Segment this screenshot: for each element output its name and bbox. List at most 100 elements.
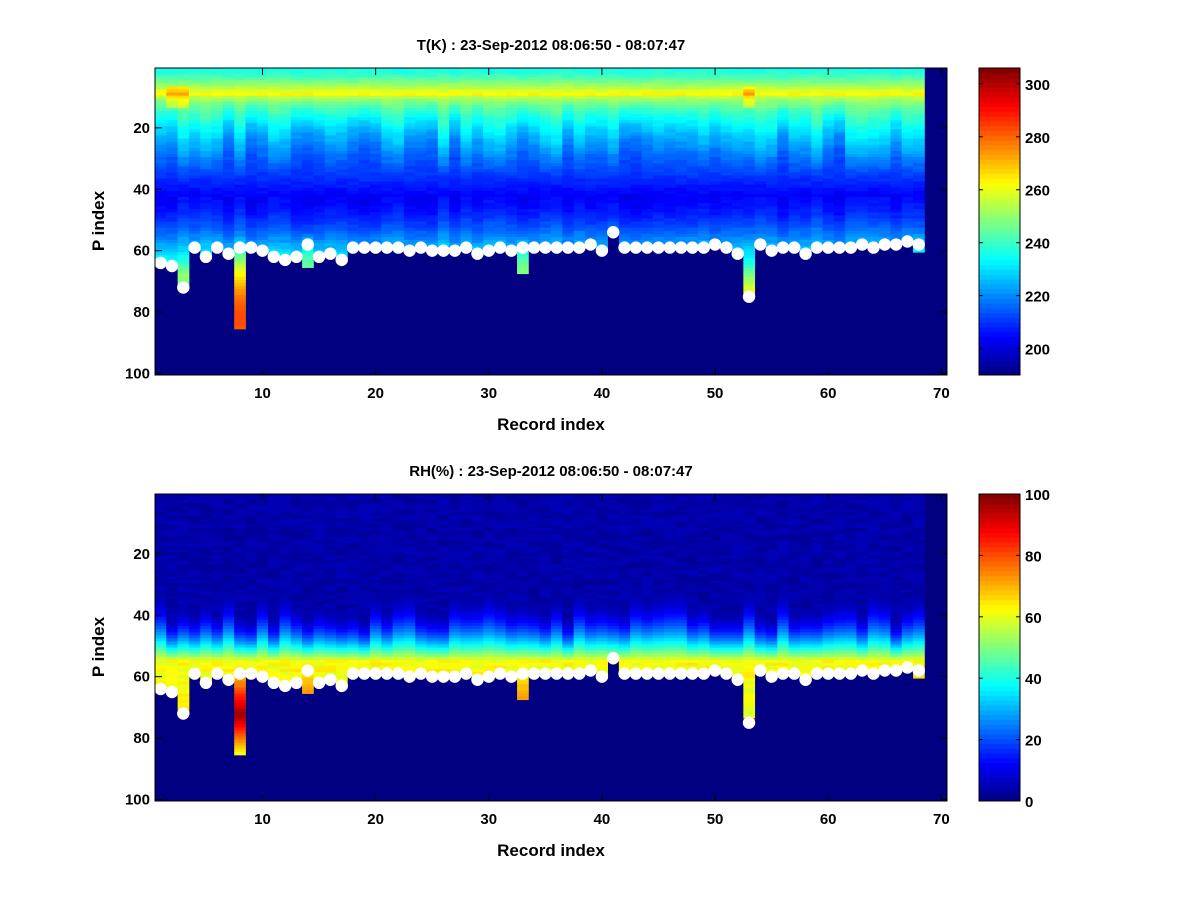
heatmap-cell xyxy=(155,135,167,140)
heatmap-cell xyxy=(822,86,835,90)
heatmap-cell xyxy=(765,218,778,222)
heatmap-cell xyxy=(336,184,348,189)
x-tick-label: 30 xyxy=(480,385,497,402)
heatmap-cell xyxy=(799,239,812,244)
heatmap-cell xyxy=(302,187,314,192)
colorbar-step xyxy=(979,264,1020,270)
heatmap-cell xyxy=(664,206,676,210)
heatmap-cell xyxy=(517,80,529,84)
heatmap-cell xyxy=(720,132,733,136)
heatmap-cell xyxy=(517,98,529,103)
heatmap-cell xyxy=(732,83,744,87)
heatmap-cell xyxy=(822,230,835,235)
heatmap-cell xyxy=(596,227,608,232)
heatmap-cell xyxy=(618,178,631,182)
heatmap-cell xyxy=(222,129,235,133)
heatmap-cell xyxy=(437,203,450,207)
colorbar-step xyxy=(979,327,1020,333)
surface-marker xyxy=(278,253,292,267)
heatmap-cell xyxy=(415,190,427,195)
heatmap-cell xyxy=(188,187,201,192)
heatmap-cell xyxy=(426,233,439,238)
heatmap-cell xyxy=(381,86,393,90)
heatmap-cell xyxy=(879,71,891,75)
heatmap-cell xyxy=(675,166,688,170)
heatmap-cell xyxy=(177,641,190,645)
heatmap-cell xyxy=(358,236,371,241)
heatmap-cell xyxy=(437,150,450,155)
heatmap-cell xyxy=(166,209,179,213)
heatmap-cell xyxy=(256,147,269,152)
heatmap-cell xyxy=(539,98,552,103)
heatmap-cell xyxy=(879,144,891,149)
heatmap-cell xyxy=(222,135,235,140)
heatmap-cell xyxy=(698,200,710,204)
heatmap-cell xyxy=(856,126,869,130)
heatmap-cell xyxy=(381,163,393,167)
heatmap-cell xyxy=(437,77,450,81)
heatmap-cell xyxy=(664,107,676,112)
heatmap-cell xyxy=(324,184,337,189)
heatmap-cell xyxy=(777,135,789,140)
heatmap-cell xyxy=(200,236,212,241)
heatmap-cell xyxy=(449,114,461,118)
heatmap-cell xyxy=(686,83,699,87)
heatmap-cell xyxy=(245,212,258,216)
heatmap-cell xyxy=(426,147,439,152)
heatmap-cell xyxy=(720,184,733,189)
heatmap-cell xyxy=(732,218,744,222)
heatmap-cell xyxy=(211,184,224,189)
heatmap-cell xyxy=(256,172,269,176)
heatmap-cell xyxy=(811,190,823,195)
heatmap-cell xyxy=(686,80,699,84)
heatmap-cell xyxy=(630,95,642,100)
heatmap-cell xyxy=(234,178,246,182)
heatmap-cell xyxy=(437,215,450,219)
heatmap-cell xyxy=(720,68,733,72)
heatmap-cell xyxy=(234,745,246,750)
heatmap-cell xyxy=(630,92,642,97)
heatmap-cell xyxy=(539,169,552,173)
heatmap-cell xyxy=(720,138,733,143)
heatmap-cell xyxy=(426,144,439,149)
heatmap-cell xyxy=(528,71,541,75)
heatmap-cell xyxy=(426,123,439,127)
heatmap-cell xyxy=(765,236,778,241)
heatmap-cell xyxy=(268,530,280,535)
heatmap-cell xyxy=(867,141,880,146)
heatmap-cell xyxy=(336,242,348,247)
colorbar-step xyxy=(979,341,1020,347)
heatmap-cell xyxy=(890,184,903,189)
heatmap-cell xyxy=(290,95,303,100)
heatmap-cell xyxy=(256,665,269,670)
heatmap-cell xyxy=(596,166,608,170)
heatmap-cell xyxy=(392,212,405,216)
heatmap-cell xyxy=(494,157,507,161)
heatmap-cell xyxy=(392,110,405,115)
heatmap-cell xyxy=(845,200,857,204)
heatmap-cell xyxy=(765,68,778,72)
heatmap-cell xyxy=(822,236,835,241)
heatmap-cell xyxy=(234,215,246,219)
heatmap-cell xyxy=(200,117,212,121)
heatmap-cell xyxy=(336,212,348,216)
heatmap-cell xyxy=(155,157,167,161)
heatmap-cell xyxy=(584,178,597,182)
heatmap-cell xyxy=(890,71,903,75)
heatmap-cell xyxy=(155,619,167,624)
heatmap-cell xyxy=(449,129,461,133)
heatmap-cell xyxy=(302,184,314,189)
heatmap-cell xyxy=(268,218,280,222)
heatmap-cell xyxy=(437,114,450,118)
heatmap-cell xyxy=(313,230,326,235)
heatmap-cell xyxy=(347,212,360,216)
heatmap-cell xyxy=(675,169,688,173)
heatmap-cell xyxy=(675,218,688,222)
heatmap-cell xyxy=(505,233,518,238)
heatmap-cell xyxy=(188,540,201,544)
heatmap-cell xyxy=(211,166,224,170)
heatmap-cell xyxy=(358,68,371,72)
heatmap-cell xyxy=(234,693,246,698)
heatmap-cell xyxy=(256,622,269,627)
heatmap-cell xyxy=(155,622,167,627)
